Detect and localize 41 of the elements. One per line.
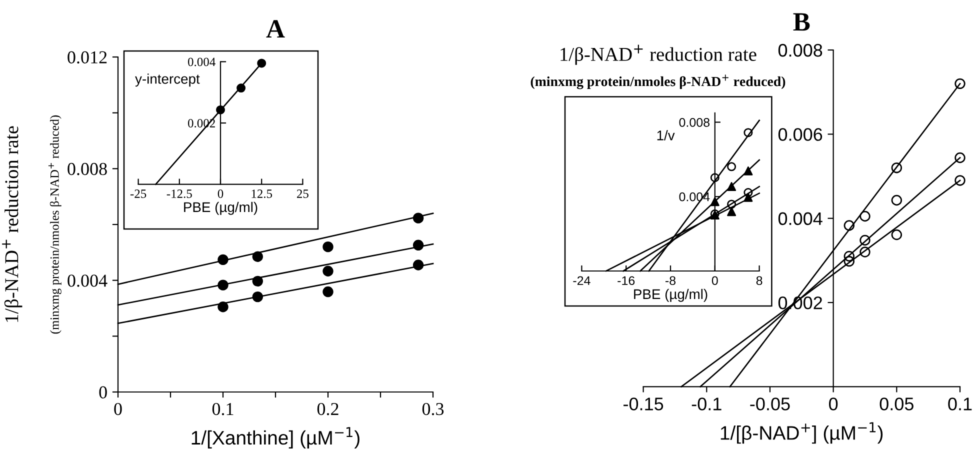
x-axis-title: 1/[Xanthine] (µM$^{−1}$)	[192, 427, 360, 449]
x-tick-label: -8	[666, 276, 676, 286]
y-tick-label: 0	[99, 386, 107, 398]
text: (minxmg protein/nmoles β-NAD$^{+}$ reduced)	[48, 115, 62, 334]
y-tick-label: 0.008	[679, 118, 710, 127]
y-tick-label: 0.004	[778, 212, 822, 226]
x-tick-label: 12.5	[252, 190, 272, 198]
x-tick-label: -12.5	[166, 190, 192, 198]
x-tick-label: -0.05	[750, 398, 790, 410]
chart-title: A	[266, 20, 285, 38]
x-tick-label: 0.1	[948, 398, 972, 410]
x-tick-label: -16	[618, 276, 635, 286]
x-tick-label: 0.3	[422, 402, 444, 416]
y-axis-title: y-intercept	[135, 74, 200, 87]
x-tick-label: -24	[573, 276, 590, 285]
y-tick-label: 0.004	[188, 58, 216, 66]
x-tick-label: 0	[114, 402, 122, 416]
x-tick-label: 8	[756, 276, 762, 286]
x-tick-label: 0	[218, 190, 224, 198]
x-tick-label: -0.1	[692, 398, 722, 410]
x-tick-label: 0	[829, 398, 838, 410]
chart-title: B	[793, 13, 810, 31]
annotation: (minxmg protein/nmoles β-NAD$^{+}$ reduced)	[530, 74, 786, 90]
y-axis-title: 1/β-NAD$^{+}$ reduction rate	[2, 126, 22, 322]
x-axis-title: PBE (µg/ml)	[184, 202, 258, 215]
y-tick-label: 0.004	[68, 274, 108, 287]
x-axis-title: PBE (µg/ml)	[634, 288, 708, 302]
y-axis-title: 1/β-NAD$^{+}$ reduction rate	[560, 44, 756, 65]
y-tick-label: 0.012	[68, 51, 107, 64]
y-tick-label: 0.008	[778, 44, 822, 57]
x-tick-label: 25	[297, 190, 308, 198]
x-tick-label: -0.15	[624, 398, 664, 410]
x-tick-label: 0	[712, 276, 718, 286]
x-tick-label: 0.2	[317, 402, 338, 416]
x-tick-label: 0.05	[880, 398, 914, 410]
y-tick-label: 0.008	[68, 162, 107, 176]
x-tick-label: -25	[130, 190, 146, 198]
x-axis-title: 1/[β-NAD$^{+}$] (µM$^{−1}$)	[720, 422, 883, 444]
x-tick-label: 0.1	[212, 402, 234, 416]
y-axis-title: 1/v	[657, 130, 675, 140]
y-tick-label: 0.006	[778, 128, 822, 141]
